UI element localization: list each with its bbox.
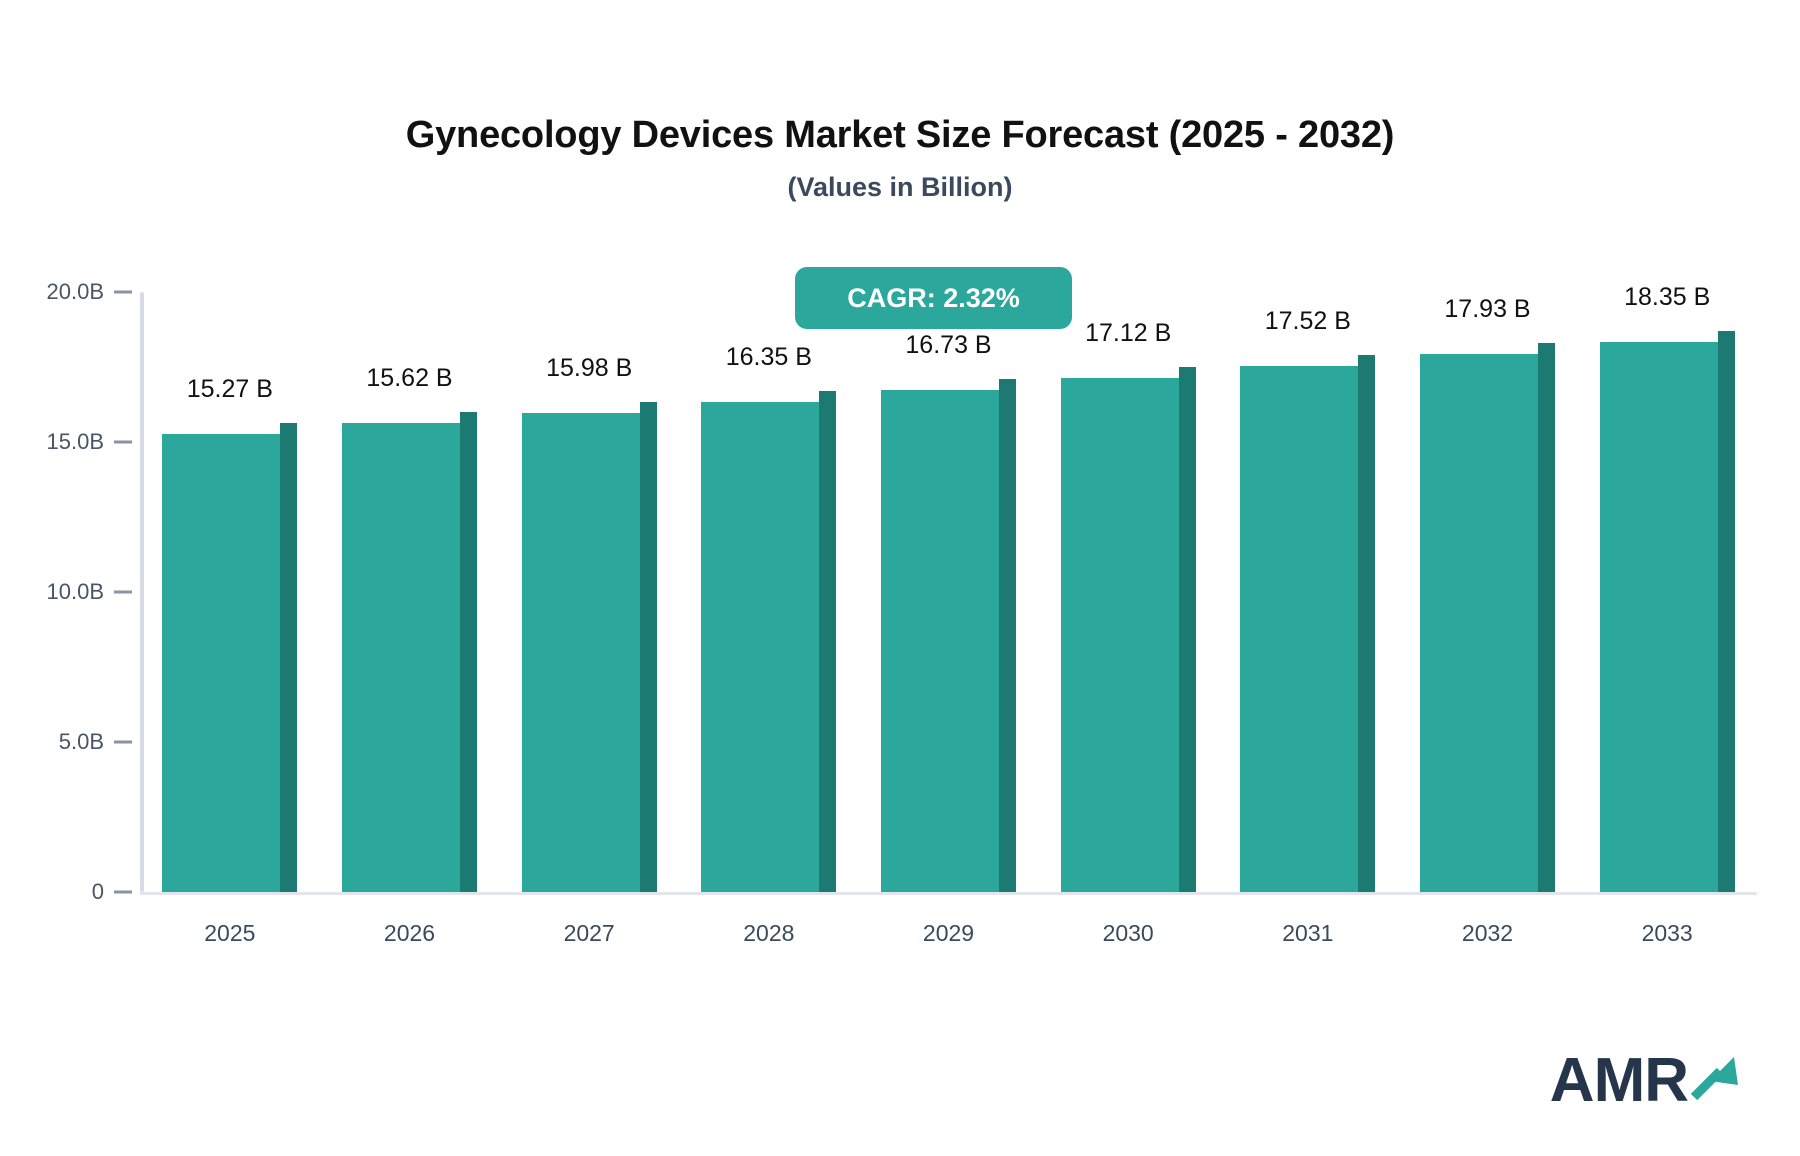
y-axis-tick-mark <box>114 590 132 594</box>
bar <box>1420 343 1555 892</box>
bar-value-label: 15.27 B <box>186 374 273 403</box>
y-axis-tick-mark <box>114 890 132 894</box>
y-axis-tick-mark <box>114 290 132 294</box>
x-axis-tick-label: 2032 <box>1461 920 1514 946</box>
bar-front-face <box>701 401 820 892</box>
y-axis-tick-label: 5.0B <box>58 729 104 754</box>
bar-front-face <box>521 412 640 892</box>
x-axis-tick-label: 2026 <box>383 920 436 946</box>
y-axis-tick-label: 15.0B <box>46 429 105 454</box>
bar-value-label: 16.35 B <box>725 342 812 371</box>
plot-area <box>140 292 1757 895</box>
bar <box>342 412 477 892</box>
bar-side-face <box>999 379 1016 892</box>
x-axis-tick-label: 2028 <box>743 920 795 946</box>
x-axis-line <box>140 892 1757 895</box>
bar-front-face <box>881 390 999 892</box>
chart-subtitle: (Values in Billion) <box>787 172 1013 202</box>
y-axis-tick-label: 10.0B <box>46 579 105 604</box>
chart-title: Gynecology Devices Market Size Forecast … <box>405 114 1395 156</box>
bar-value-label: 17.12 B <box>1085 319 1172 348</box>
y-axis-tick-mark <box>114 740 132 744</box>
bar-front-face <box>342 423 460 892</box>
bar-side-face <box>460 412 477 892</box>
y-axis-tick-mark <box>114 440 132 444</box>
bar-value-label: 15.62 B <box>366 364 453 393</box>
cagr-badge: CAGR: 2.32% <box>795 267 1072 329</box>
bar-front-face <box>1060 378 1179 892</box>
bar-side-face <box>819 390 837 892</box>
bar-front-face <box>1599 341 1718 892</box>
bar <box>162 422 298 892</box>
bar <box>1240 355 1376 892</box>
x-axis-tick-label: 2030 <box>1102 920 1154 946</box>
y-axis-tick-label: 20.0B <box>46 279 105 304</box>
bar <box>701 390 837 892</box>
amr-logo: AMR <box>1550 1050 1742 1112</box>
bar <box>1599 330 1735 892</box>
x-axis-tick-label: 2033 <box>1641 920 1693 946</box>
cagr-badge-label: CAGR: 2.32% <box>847 282 1020 313</box>
bar-value-label: 16.73 B <box>905 331 992 360</box>
bar-value-label: 18.35 B <box>1624 282 1711 311</box>
bar-side-face <box>1358 355 1376 892</box>
x-axis-tick-label: 2031 <box>1282 920 1334 946</box>
bar-front-face <box>162 433 281 892</box>
y-axis-line <box>140 292 144 892</box>
x-axis-tick-label: 2025 <box>204 920 256 946</box>
bar <box>1060 367 1196 892</box>
y-axis-tick-label: 0 <box>91 879 104 904</box>
bar <box>881 379 1016 892</box>
growth-arrow-icon <box>1690 1055 1742 1108</box>
bar-front-face <box>1240 366 1359 892</box>
x-axis-tick-label: 2029 <box>922 920 975 946</box>
bar <box>521 401 657 892</box>
bar-value-label: 17.52 B <box>1264 307 1351 336</box>
amr-logo-text: AMR <box>1549 1046 1689 1115</box>
bar-side-face <box>1178 367 1196 892</box>
bar-side-face <box>280 422 298 892</box>
x-axis-tick-label: 2027 <box>563 920 615 946</box>
bar-side-face <box>1717 330 1735 892</box>
bar-value-label: 17.93 B <box>1444 295 1531 324</box>
bar-value-label: 15.98 B <box>546 353 633 382</box>
bar-front-face <box>1420 354 1538 892</box>
bar-side-face <box>1538 343 1555 892</box>
bar-side-face <box>639 401 657 892</box>
